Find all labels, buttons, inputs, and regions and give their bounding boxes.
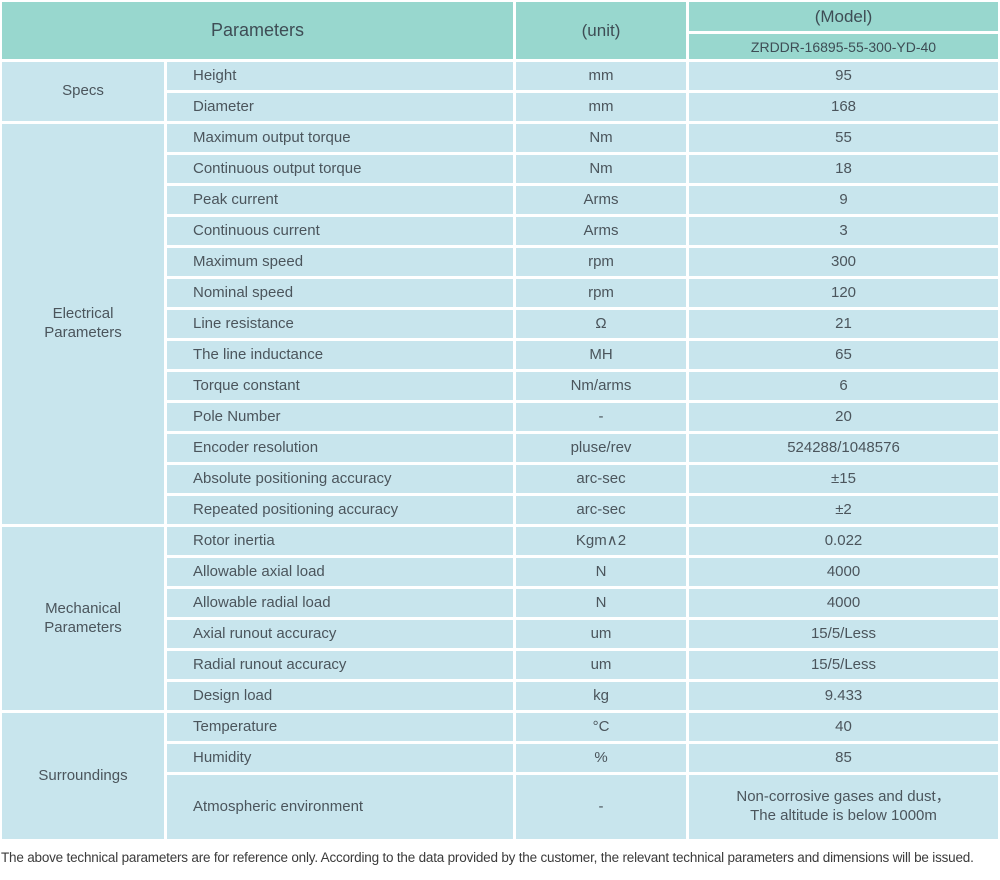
unit-cell: Ω [516, 310, 686, 338]
section-label-mechanical: Mechanical Parameters [2, 527, 164, 710]
value-cell: 15/5/Less [689, 620, 998, 648]
param-cell: Diameter [167, 93, 513, 121]
unit-cell: arc-sec [516, 465, 686, 493]
unit-cell: Arms [516, 217, 686, 245]
section-label-specs: Specs [2, 62, 164, 121]
unit-cell: Nm [516, 155, 686, 183]
param-cell: Continuous current [167, 217, 513, 245]
unit-cell: mm [516, 93, 686, 121]
unit-cell: rpm [516, 248, 686, 276]
unit-cell: N [516, 589, 686, 617]
value-cell: 168 [689, 93, 998, 121]
param-cell: Rotor inertia [167, 527, 513, 555]
param-cell: Humidity [167, 744, 513, 772]
value-cell: Non-corrosive gases and dust， The altitu… [689, 775, 998, 839]
value-cell: 20 [689, 403, 998, 431]
value-cell: 9.433 [689, 682, 998, 710]
param-cell: Peak current [167, 186, 513, 214]
header-model-value: ZRDDR-16895-55-300-YD-40 [689, 34, 998, 59]
param-cell: Continuous output torque [167, 155, 513, 183]
value-cell: 85 [689, 744, 998, 772]
param-cell: Absolute positioning accuracy [167, 465, 513, 493]
value-cell: 0.022 [689, 527, 998, 555]
param-cell: The line inductance [167, 341, 513, 369]
value-cell: 524288/1048576 [689, 434, 998, 462]
value-cell: 3 [689, 217, 998, 245]
value-cell: 40 [689, 713, 998, 741]
value-cell: 300 [689, 248, 998, 276]
spec-table: Parameters (unit) (Model) ZRDDR-16895-55… [0, 0, 1000, 841]
unit-cell: um [516, 620, 686, 648]
param-cell: Maximum output torque [167, 124, 513, 152]
section-label-surroundings: Surroundings [2, 713, 164, 839]
unit-cell: Nm/arms [516, 372, 686, 400]
unit-cell: Nm [516, 124, 686, 152]
param-cell: Temperature [167, 713, 513, 741]
param-cell: Design load [167, 682, 513, 710]
param-cell: Repeated positioning accuracy [167, 496, 513, 524]
value-cell: 18 [689, 155, 998, 183]
value-cell: ±2 [689, 496, 998, 524]
value-cell: 6 [689, 372, 998, 400]
param-cell: Torque constant [167, 372, 513, 400]
header-parameters: Parameters [2, 2, 513, 59]
param-cell: Allowable axial load [167, 558, 513, 586]
footer-disclaimer: The above technical parameters are for r… [1, 850, 974, 865]
param-cell: Maximum speed [167, 248, 513, 276]
value-cell: 95 [689, 62, 998, 90]
unit-cell: pluse/rev [516, 434, 686, 462]
unit-cell: MH [516, 341, 686, 369]
unit-cell: arc-sec [516, 496, 686, 524]
param-cell: Axial runout accuracy [167, 620, 513, 648]
value-cell: ±15 [689, 465, 998, 493]
unit-cell: - [516, 403, 686, 431]
param-cell: Nominal speed [167, 279, 513, 307]
param-cell: Radial runout accuracy [167, 651, 513, 679]
unit-cell: um [516, 651, 686, 679]
header-model-label: (Model) [689, 2, 998, 31]
param-cell: Pole Number [167, 403, 513, 431]
unit-cell: rpm [516, 279, 686, 307]
value-cell: 21 [689, 310, 998, 338]
unit-cell: Kgm∧2 [516, 527, 686, 555]
value-cell: 15/5/Less [689, 651, 998, 679]
param-cell: Atmospheric environment [167, 775, 513, 839]
value-cell: 9 [689, 186, 998, 214]
unit-cell: °C [516, 713, 686, 741]
value-cell: 4000 [689, 589, 998, 617]
value-cell: 4000 [689, 558, 998, 586]
unit-cell: Arms [516, 186, 686, 214]
param-cell: Encoder resolution [167, 434, 513, 462]
unit-cell: mm [516, 62, 686, 90]
unit-cell: kg [516, 682, 686, 710]
value-cell: 65 [689, 341, 998, 369]
param-cell: Height [167, 62, 513, 90]
param-cell: Allowable radial load [167, 589, 513, 617]
header-model: (Model) ZRDDR-16895-55-300-YD-40 [689, 2, 998, 59]
header-unit: (unit) [516, 2, 686, 59]
param-cell: Line resistance [167, 310, 513, 338]
unit-cell: - [516, 775, 686, 839]
value-cell: 55 [689, 124, 998, 152]
unit-cell: % [516, 744, 686, 772]
unit-cell: N [516, 558, 686, 586]
section-label-electrical: Electrical Parameters [2, 124, 164, 524]
value-cell: 120 [689, 279, 998, 307]
